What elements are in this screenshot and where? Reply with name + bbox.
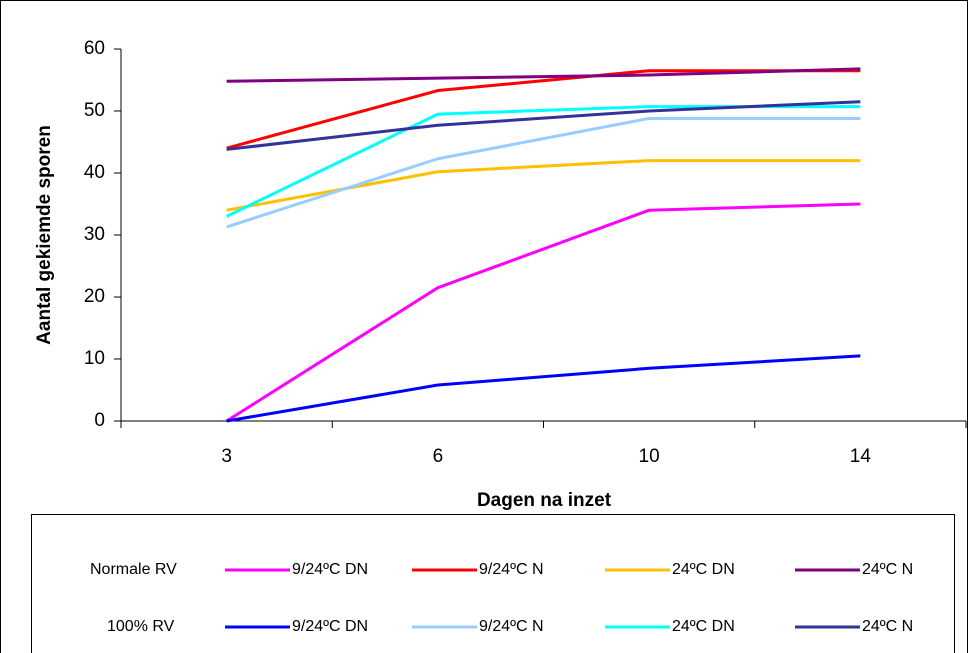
legend-label: 9/24ºC N bbox=[479, 618, 544, 635]
legend-group-label: 100% RV bbox=[107, 618, 175, 635]
y-tick-label: 40 bbox=[84, 162, 105, 183]
y-tick-label: 30 bbox=[84, 224, 105, 245]
y-axis-title: Aantal gekiemde sporen bbox=[34, 125, 55, 345]
y-tick-label: 50 bbox=[84, 100, 105, 121]
y-tick-label: 0 bbox=[94, 410, 105, 431]
data-line bbox=[226, 100, 861, 151]
data-line bbox=[226, 159, 861, 212]
legend-label: 9/24ºC DN bbox=[292, 618, 368, 635]
y-tick-label: 10 bbox=[84, 348, 105, 369]
data-line bbox=[225, 202, 861, 423]
x-tick-label: 10 bbox=[639, 446, 660, 467]
y-tick-label: 60 bbox=[84, 38, 105, 59]
legend-group-label: Normale RV bbox=[90, 561, 177, 578]
legend-label: 9/24ºC N bbox=[479, 561, 544, 578]
x-tick-label: 3 bbox=[221, 446, 232, 467]
y-tick-label: 20 bbox=[84, 286, 105, 307]
x-tick-label: 6 bbox=[433, 446, 444, 467]
x-tick-label: 14 bbox=[850, 446, 872, 467]
legend-label: 24ºC N bbox=[862, 561, 913, 578]
x-axis-title: Dagen na inzet bbox=[477, 490, 612, 511]
data-line bbox=[226, 116, 861, 229]
legend-label: 24ºC N bbox=[862, 618, 913, 635]
data-line bbox=[226, 67, 861, 83]
data-line bbox=[226, 354, 861, 423]
legend-label: 24ºC DN bbox=[672, 561, 735, 578]
legend-label: 9/24ºC DN bbox=[292, 561, 368, 578]
legend-box bbox=[31, 514, 955, 653]
legend-label: 24ºC DN bbox=[672, 618, 735, 635]
